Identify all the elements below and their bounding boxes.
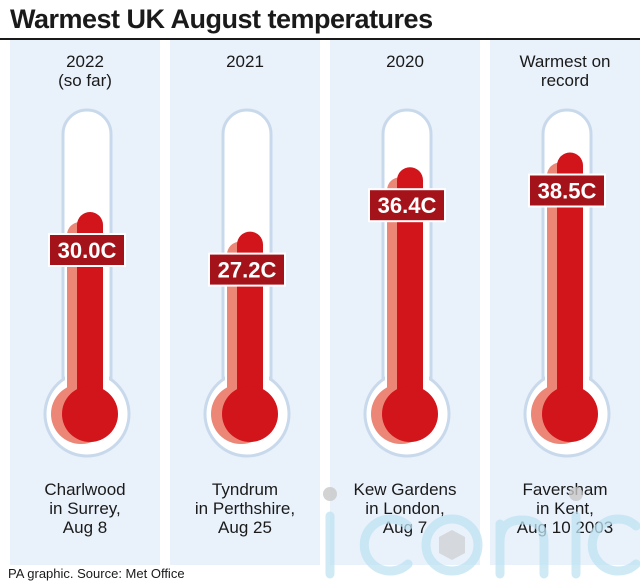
chart-title: Warmest UK August temperatures (10, 4, 433, 34)
value-label: 27.2C (218, 258, 277, 283)
thermometer-chart: 30.0C 27.2C 36.4C 38.5C (43, 108, 611, 458)
footer-line: in Perthshire, (194, 499, 296, 518)
source-credit: PA graphic. Source: Met Office (8, 566, 185, 581)
column-footer: Charlwood in Surrey, Aug 8 (10, 480, 160, 537)
column-footer: Kew Gardens in London, Aug 7 (330, 480, 480, 537)
footer-line: Tyndrum (211, 480, 279, 499)
value-label: 38.5C (538, 179, 597, 204)
footer-line: in London, (365, 499, 445, 518)
footer-line: Aug 10 2003 (516, 518, 614, 537)
header-line: record (540, 71, 590, 90)
footer-line: Faversham (522, 480, 608, 499)
mercury-bar (397, 167, 423, 414)
value-label-box (528, 173, 606, 208)
footer-line: Kew Gardens (353, 480, 457, 499)
value-label-box (368, 188, 446, 223)
value-label: 30.0C (58, 238, 117, 263)
column-header: 2022 (so far) (10, 52, 160, 90)
footer-line: Charlwood (44, 480, 126, 499)
value-label-box (48, 233, 126, 267)
header-line: 2022 (66, 52, 104, 71)
footer-line: in Surrey, (49, 499, 121, 518)
column-footer: Tyndrum in Perthshire, Aug 25 (170, 480, 320, 537)
footer-line: in Kent, (536, 499, 594, 518)
column-header: Warmest on record (490, 52, 640, 90)
column-footer: Faversham in Kent, Aug 10 2003 (490, 480, 640, 537)
value-label-box (208, 252, 286, 287)
mercury-bulb (382, 386, 438, 442)
header-line: (so far) (58, 71, 112, 90)
column-header: 2021 (170, 52, 320, 71)
header-line: 2020 (386, 52, 424, 71)
header-line: Warmest on (519, 52, 611, 71)
title-rule (0, 38, 640, 40)
footer-line: Aug 7 (382, 518, 428, 537)
mercury-bulb (62, 386, 118, 442)
mercury-bar (557, 152, 583, 414)
mercury-bulb (222, 386, 278, 442)
footer-line: Aug 8 (62, 518, 108, 537)
header-line: 2021 (226, 52, 264, 71)
mercury-bulb (542, 386, 598, 442)
column-header: 2020 (330, 52, 480, 71)
value-label: 36.4C (378, 193, 437, 218)
footer-line: Aug 25 (218, 518, 272, 537)
